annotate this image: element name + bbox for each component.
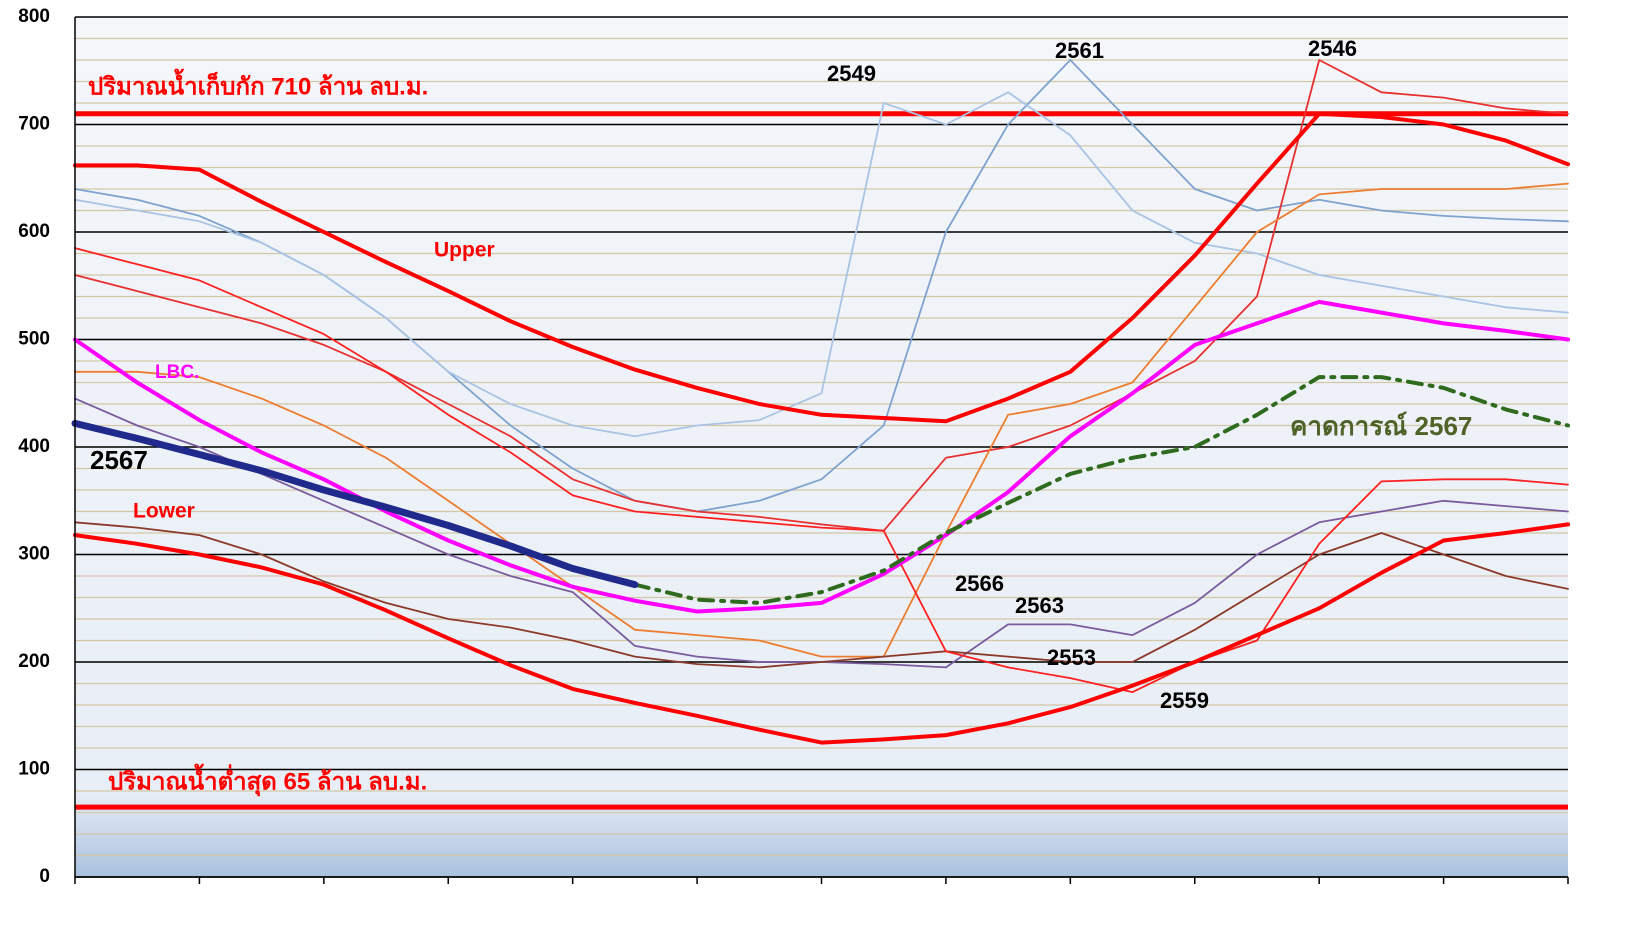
series-label: LBC.: [155, 362, 199, 383]
series-label: 2559: [1160, 688, 1209, 713]
series-line: [74, 182, 1569, 658]
y-tick-label: 0: [39, 866, 50, 887]
series-label: 2566: [955, 571, 1004, 596]
series-line: [73, 299, 1570, 614]
series-label: 2546: [1308, 36, 1357, 61]
series-line: [74, 247, 1569, 693]
series-line: [73, 111, 1570, 424]
series-line: [632, 375, 1570, 605]
y-tick-label: 800: [18, 6, 50, 27]
y-tick-label: 400: [18, 436, 50, 457]
series-label: 2563: [1015, 593, 1064, 618]
y-tick-label: 600: [18, 221, 50, 242]
series-label: คาดการณ์ 2567: [1290, 411, 1472, 441]
y-tick-label: 200: [18, 651, 50, 672]
series-label: 2567: [90, 445, 148, 475]
series-line: [74, 521, 1569, 669]
y-tick-label: 100: [18, 759, 50, 780]
series-line: [74, 91, 1569, 438]
reference-label: ปริมาณน้ำต่ำสุด 65 ล้าน ลบ.ม.: [108, 762, 427, 797]
series-line: [73, 522, 1570, 745]
series-line: [71, 419, 639, 589]
y-tick-label: 700: [18, 114, 50, 135]
series-label: Lower: [133, 500, 195, 523]
y-tick-label: 300: [18, 544, 50, 565]
reference-label: ปริมาณน้ำเก็บกัก 710 ล้าน ลบ.ม.: [88, 67, 428, 100]
labels: 0 100 200 300 400 500 600 700 800 ปริมาณน้ำเก็บกั…: [18, 6, 1472, 887]
series-line: [74, 59, 1569, 532]
series-label: 2553: [1047, 645, 1096, 670]
series-label: 2549: [827, 61, 876, 86]
lines: [71, 59, 1570, 810]
series-label: Upper: [434, 239, 495, 262]
series-label: 2561: [1055, 38, 1104, 63]
y-tick-label: 500: [18, 329, 50, 350]
